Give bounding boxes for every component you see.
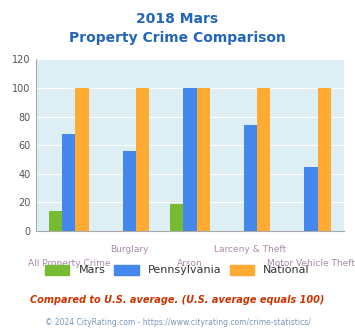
Bar <box>62 134 76 231</box>
Text: Arson: Arson <box>177 259 203 268</box>
Text: Larceny & Theft: Larceny & Theft <box>214 245 286 254</box>
Text: Burglary: Burglary <box>110 245 149 254</box>
Bar <box>76 88 89 231</box>
Text: 2018 Mars: 2018 Mars <box>136 12 219 25</box>
Bar <box>170 204 183 231</box>
Text: Motor Vehicle Theft: Motor Vehicle Theft <box>267 259 355 268</box>
Legend: Mars, Pennsylvania, National: Mars, Pennsylvania, National <box>42 261 313 279</box>
Bar <box>123 151 136 231</box>
Bar <box>197 88 210 231</box>
Bar <box>257 88 271 231</box>
Bar <box>183 88 197 231</box>
Text: All Property Crime: All Property Crime <box>28 259 110 268</box>
Bar <box>136 88 149 231</box>
Text: Compared to U.S. average. (U.S. average equals 100): Compared to U.S. average. (U.S. average … <box>30 295 325 305</box>
Bar <box>49 211 62 231</box>
Text: Property Crime Comparison: Property Crime Comparison <box>69 31 286 45</box>
Bar <box>304 167 318 231</box>
Bar <box>318 88 331 231</box>
Bar <box>244 125 257 231</box>
Text: © 2024 CityRating.com - https://www.cityrating.com/crime-statistics/: © 2024 CityRating.com - https://www.city… <box>45 318 310 327</box>
